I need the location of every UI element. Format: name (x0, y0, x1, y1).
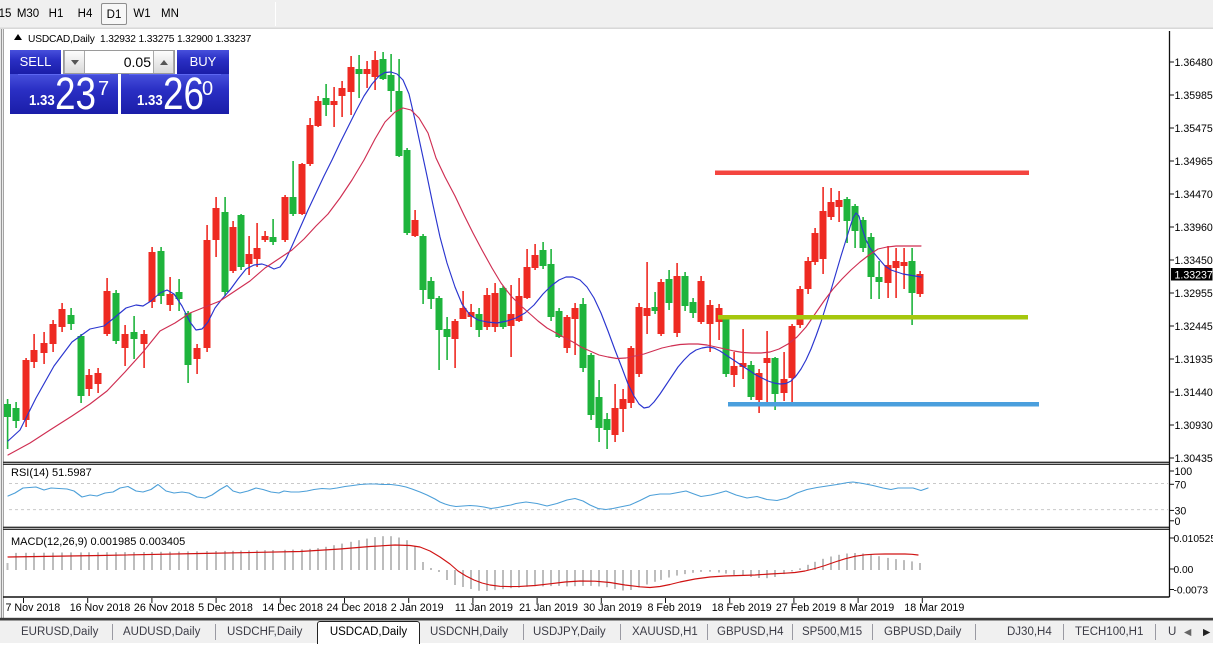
svg-text:1.31440: 1.31440 (1175, 387, 1213, 399)
svg-text:1.30435: 1.30435 (1175, 453, 1213, 465)
svg-text:USDCAD,Daily 1.32932 1.33275: USDCAD,Daily 1.32932 1.33275 1.32900 1.3… (28, 34, 252, 45)
svg-text:1.35475: 1.35475 (1175, 123, 1213, 135)
svg-text:26 Nov 2018: 26 Nov 2018 (134, 602, 195, 614)
svg-text:1.30930: 1.30930 (1175, 420, 1213, 432)
svg-text:21 Jan 2019: 21 Jan 2019 (519, 602, 578, 614)
svg-text:1.31935: 1.31935 (1175, 354, 1213, 366)
svg-text:5 Dec 2018: 5 Dec 2018 (198, 602, 253, 614)
svg-text:0.00: 0.00 (1174, 565, 1194, 576)
svg-text:1.36480: 1.36480 (1175, 57, 1213, 69)
svg-text:1.35985: 1.35985 (1175, 90, 1213, 102)
svg-text:1.34470: 1.34470 (1175, 189, 1213, 201)
svg-text:1.32445: 1.32445 (1175, 321, 1213, 333)
svg-text:11 Jan 2019: 11 Jan 2019 (455, 602, 513, 614)
svg-text:1.33450: 1.33450 (1175, 255, 1213, 267)
svg-text:16 Nov 2018: 16 Nov 2018 (70, 602, 131, 614)
svg-text:14 Dec 2018: 14 Dec 2018 (262, 602, 323, 614)
svg-text:18 Feb 2019: 18 Feb 2019 (712, 602, 772, 614)
svg-text:27 Feb 2019: 27 Feb 2019 (776, 602, 836, 614)
svg-text:0.010525: 0.010525 (1174, 534, 1213, 545)
svg-text:8 Mar 2019: 8 Mar 2019 (840, 602, 894, 614)
svg-text:2 Jan 2019: 2 Jan 2019 (391, 602, 444, 614)
svg-text:70: 70 (1175, 479, 1187, 491)
svg-text:1.33960: 1.33960 (1175, 222, 1213, 234)
svg-text:-0.0073: -0.0073 (1174, 586, 1209, 597)
svg-text:0: 0 (1175, 516, 1181, 528)
svg-text:1.32955: 1.32955 (1175, 288, 1213, 300)
svg-text:18 Mar 2019: 18 Mar 2019 (904, 602, 964, 614)
svg-text:1.33237: 1.33237 (1175, 269, 1213, 281)
svg-text:30 Jan 2019: 30 Jan 2019 (583, 602, 642, 614)
svg-text:24 Dec 2018: 24 Dec 2018 (327, 602, 388, 614)
svg-text:MACD(12,26,9) 0.001985 0.00340: MACD(12,26,9) 0.001985 0.003405 (11, 536, 185, 548)
svg-text:7 Nov 2018: 7 Nov 2018 (6, 602, 61, 614)
svg-text:100: 100 (1175, 466, 1193, 478)
svg-text:1.34965: 1.34965 (1175, 156, 1213, 168)
svg-text:8 Feb 2019: 8 Feb 2019 (648, 602, 702, 614)
svg-text:RSI(14) 51.5987: RSI(14) 51.5987 (11, 467, 92, 479)
